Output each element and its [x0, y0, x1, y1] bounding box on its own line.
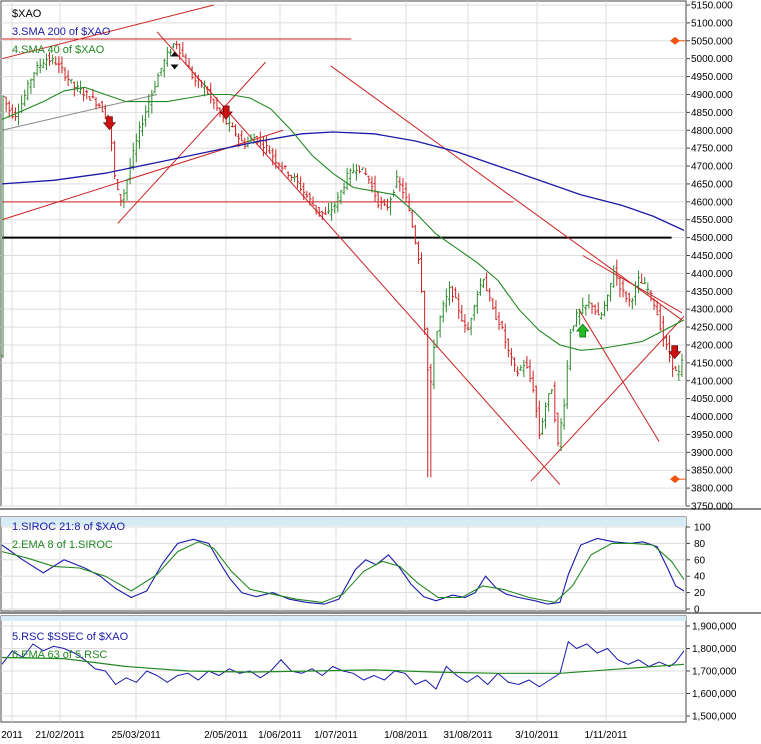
buy-arrow — [576, 323, 590, 338]
price-tick: 4100.000 — [691, 376, 733, 387]
price-tick: 4950.000 — [691, 72, 733, 83]
x-label: 1/07/2011 — [314, 730, 358, 741]
price-tick: 4050.000 — [691, 394, 733, 405]
x-label: 2011 — [1, 730, 23, 741]
siroc-tick: 20 — [694, 588, 706, 599]
price-tick: 4500.000 — [691, 233, 733, 244]
siroc-tick: 40 — [694, 572, 706, 583]
legend-siroc-0: 1.SIROC 21:8 of $XAO — [12, 521, 126, 533]
siroc-tick: 60 — [694, 555, 706, 566]
x-axis-labels: 2011 21/02/2011 25/03/2011 2/05/2011 1/06/20… — [1, 730, 628, 741]
signal-arrows — [102, 51, 682, 360]
price-tick: 4000.000 — [691, 412, 733, 423]
signal-arrow — [170, 51, 179, 70]
rsc-tick-labels: 1,900,000 1,800,000 1,700,000 1,600,000 1,50… — [686, 622, 737, 723]
price-tick: 5100.000 — [691, 18, 733, 29]
price-marker — [670, 36, 680, 45]
price-tick: 4350.000 — [691, 287, 733, 298]
price-tick: 4200.000 — [691, 340, 733, 351]
rsc-line — [1, 640, 685, 690]
price-tick: 4900.000 — [691, 90, 733, 101]
x-label: 31/08/2011 — [443, 730, 493, 741]
trend-line — [578, 308, 660, 442]
sell-arrow — [668, 345, 682, 360]
price-marker — [670, 475, 680, 484]
legend-price-0: $XAO — [12, 8, 42, 20]
siroc-tick: 100 — [694, 523, 711, 534]
price-tick: 3950.000 — [691, 430, 733, 441]
price-tick: 5000.000 — [691, 54, 733, 65]
siroc-tick-labels: 100 80 60 40 20 0 — [686, 523, 711, 616]
price-tick: 3850.000 — [691, 466, 733, 477]
rsc-ema-line — [1, 656, 685, 674]
price-tick: 5050.000 — [691, 36, 733, 47]
trend-line — [1, 93, 158, 131]
trend-line — [117, 61, 266, 224]
horizontal-lines — [2, 38, 672, 239]
price-tick: 4550.000 — [691, 215, 733, 226]
sma-40-line — [1, 86, 685, 351]
price-tick: 4150.000 — [691, 358, 733, 369]
sell-arrow — [219, 105, 233, 120]
rsc-tick: 1,500,000 — [692, 712, 737, 723]
legend-rsc-1: 6.EMA 63 of 5.RSC — [12, 649, 107, 661]
legend-rsc-0: 5.RSC $SSEC of $XAO — [12, 631, 129, 643]
price-tick: 4600.000 — [691, 197, 733, 208]
price-tick: 3800.000 — [691, 484, 733, 495]
x-label: 21/02/2011 — [35, 730, 85, 741]
trend-line — [1, 129, 284, 221]
siroc-line — [1, 537, 685, 605]
legend-price-2: 4.SMA 40 of $XAO — [12, 44, 105, 56]
x-label: 25/03/2011 — [111, 730, 161, 741]
rsc-tick: 1,600,000 — [692, 689, 737, 700]
price-tick: 4700.000 — [691, 162, 733, 173]
price-tick-labels: 5150.000 5100.000 5050.000 5000.000 4950.000… — [686, 1, 733, 513]
rsc-panel[interactable]: 1,900,000 1,800,000 1,700,000 1,600,000 1,50… — [1, 616, 737, 723]
siroc-tick: 80 — [694, 539, 706, 550]
rsc-tick: 1,700,000 — [692, 667, 737, 678]
sma-200-line — [1, 131, 685, 231]
price-tick: 3900.000 — [691, 448, 733, 459]
right-edge-markers — [670, 36, 686, 484]
x-label: 3/10/2011 — [515, 730, 559, 741]
legend-price-1: 3.SMA 200 of $XAO — [12, 26, 111, 38]
price-tick: 4450.000 — [691, 251, 733, 262]
price-bars — [1, 40, 684, 478]
x-label: 1/06/2011 — [258, 730, 302, 741]
legend-siroc-1: 2.EMA 8 of 1.SIROC — [12, 539, 113, 551]
price-tick: 4250.000 — [691, 323, 733, 334]
sell-arrow — [102, 116, 117, 131]
rsc-header-band — [1, 616, 686, 621]
price-tick: 3750.000 — [691, 502, 733, 513]
x-label: 1/08/2011 — [384, 730, 428, 741]
price-panel[interactable]: 5150.000 5100.000 5050.000 5000.000 4950.000… — [1, 1, 734, 513]
price-tick: 4300.000 — [691, 305, 733, 316]
rsc-tick: 1,900,000 — [692, 622, 737, 633]
siroc-ema-line — [1, 541, 685, 603]
price-tick: 4400.000 — [691, 269, 733, 280]
siroc-panel[interactable]: 100 80 60 40 20 0 1.SIROC 21:8 of $XAO 2.EMA … — [1, 517, 711, 616]
x-label: 2/05/2011 — [204, 730, 248, 741]
x-label: 1/11/2011 — [584, 730, 627, 741]
price-tick: 4650.000 — [691, 179, 733, 190]
trend-lines — [1, 4, 685, 485]
trend-line — [582, 255, 683, 314]
siroc-tick: 0 — [694, 605, 700, 616]
price-tick: 4850.000 — [691, 108, 733, 119]
trend-line — [1, 4, 214, 60]
price-tick: 4750.000 — [691, 144, 733, 155]
siroc-header-band — [1, 517, 686, 526]
trend-line — [330, 65, 683, 321]
price-tick: 4800.000 — [691, 126, 733, 137]
price-tick: 5150.000 — [691, 1, 733, 12]
trend-line — [530, 315, 685, 482]
rsc-tick: 1,800,000 — [692, 644, 737, 655]
